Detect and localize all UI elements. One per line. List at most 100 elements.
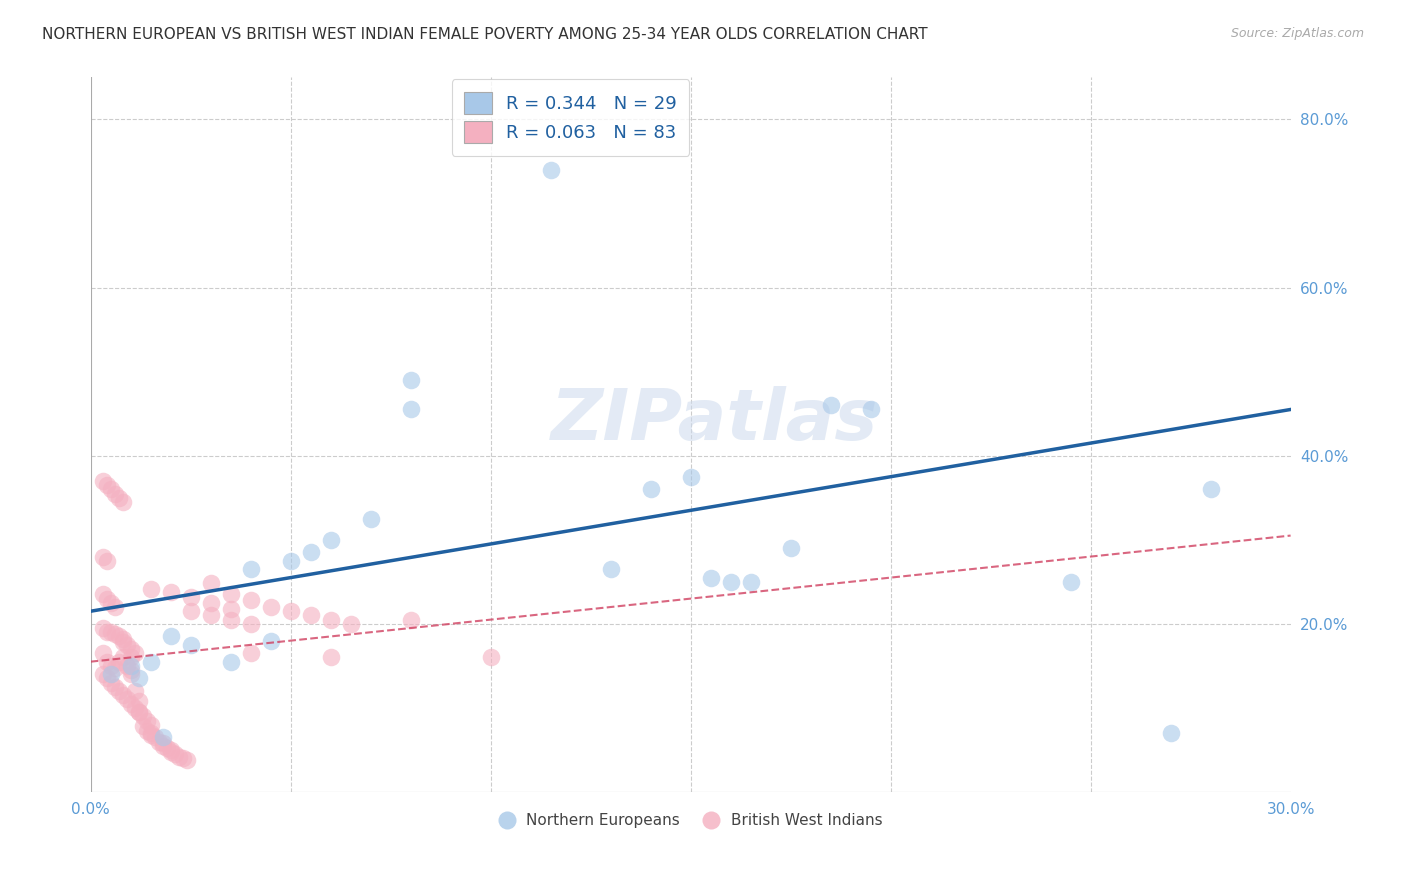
Point	[479, 650, 502, 665]
Point	[120, 658, 142, 673]
Point	[599, 562, 621, 576]
Point	[139, 582, 162, 596]
Point	[156, 741, 179, 756]
Point	[111, 688, 134, 702]
Point	[115, 692, 138, 706]
Point	[111, 495, 134, 509]
Point	[239, 646, 262, 660]
Point	[299, 608, 322, 623]
Point	[280, 604, 302, 618]
Point	[679, 469, 702, 483]
Point	[820, 398, 842, 412]
Point	[319, 650, 342, 665]
Point	[540, 162, 562, 177]
Point	[91, 646, 114, 660]
Point	[104, 486, 127, 500]
Point	[239, 616, 262, 631]
Point	[104, 600, 127, 615]
Point	[100, 596, 122, 610]
Point	[91, 549, 114, 564]
Point	[319, 613, 342, 627]
Point	[135, 724, 157, 739]
Point	[120, 650, 142, 665]
Text: Source: ZipAtlas.com: Source: ZipAtlas.com	[1230, 27, 1364, 40]
Point	[139, 655, 162, 669]
Point	[104, 627, 127, 641]
Point	[176, 753, 198, 767]
Point	[360, 512, 382, 526]
Point	[219, 613, 242, 627]
Point	[640, 483, 662, 497]
Point	[128, 705, 150, 719]
Point	[124, 684, 146, 698]
Point	[100, 625, 122, 640]
Point	[159, 585, 181, 599]
Point	[200, 608, 222, 623]
Point	[259, 600, 281, 615]
Point	[399, 402, 422, 417]
Point	[120, 697, 142, 711]
Point	[152, 739, 174, 753]
Point	[299, 545, 322, 559]
Point	[200, 596, 222, 610]
Point	[100, 483, 122, 497]
Point	[219, 601, 242, 615]
Text: ZIPatlas: ZIPatlas	[551, 386, 879, 455]
Point	[115, 658, 138, 673]
Point	[219, 587, 242, 601]
Point	[128, 672, 150, 686]
Point	[143, 731, 166, 745]
Point	[96, 672, 118, 686]
Point	[104, 680, 127, 694]
Legend: Northern Europeans, British West Indians: Northern Europeans, British West Indians	[494, 807, 889, 834]
Point	[180, 638, 202, 652]
Point	[96, 625, 118, 640]
Point	[1059, 574, 1081, 589]
Point	[96, 591, 118, 606]
Point	[1199, 483, 1222, 497]
Point	[280, 554, 302, 568]
Point	[91, 621, 114, 635]
Point	[180, 590, 202, 604]
Point	[219, 655, 242, 669]
Point	[152, 736, 174, 750]
Point	[91, 667, 114, 681]
Point	[100, 658, 122, 673]
Point	[699, 571, 721, 585]
Point	[107, 630, 129, 644]
Point	[200, 576, 222, 591]
Point	[1160, 726, 1182, 740]
Point	[107, 491, 129, 505]
Point	[180, 604, 202, 618]
Point	[96, 478, 118, 492]
Point	[148, 734, 170, 748]
Point	[740, 574, 762, 589]
Point	[120, 642, 142, 657]
Point	[339, 616, 361, 631]
Point	[124, 701, 146, 715]
Point	[167, 749, 190, 764]
Point	[859, 402, 882, 417]
Point	[720, 574, 742, 589]
Point	[159, 630, 181, 644]
Point	[111, 635, 134, 649]
Point	[159, 745, 181, 759]
Point	[100, 667, 122, 681]
Point	[107, 655, 129, 669]
Point	[239, 562, 262, 576]
Point	[111, 650, 134, 665]
Point	[152, 731, 174, 745]
Point	[91, 474, 114, 488]
Point	[111, 632, 134, 646]
Point	[779, 541, 801, 556]
Point	[139, 717, 162, 731]
Point	[107, 684, 129, 698]
Point	[172, 751, 194, 765]
Text: NORTHERN EUROPEAN VS BRITISH WEST INDIAN FEMALE POVERTY AMONG 25-34 YEAR OLDS CO: NORTHERN EUROPEAN VS BRITISH WEST INDIAN…	[42, 27, 928, 42]
Point	[96, 554, 118, 568]
Point	[139, 728, 162, 742]
Point	[128, 694, 150, 708]
Point	[159, 743, 181, 757]
Point	[139, 726, 162, 740]
Point	[131, 719, 153, 733]
